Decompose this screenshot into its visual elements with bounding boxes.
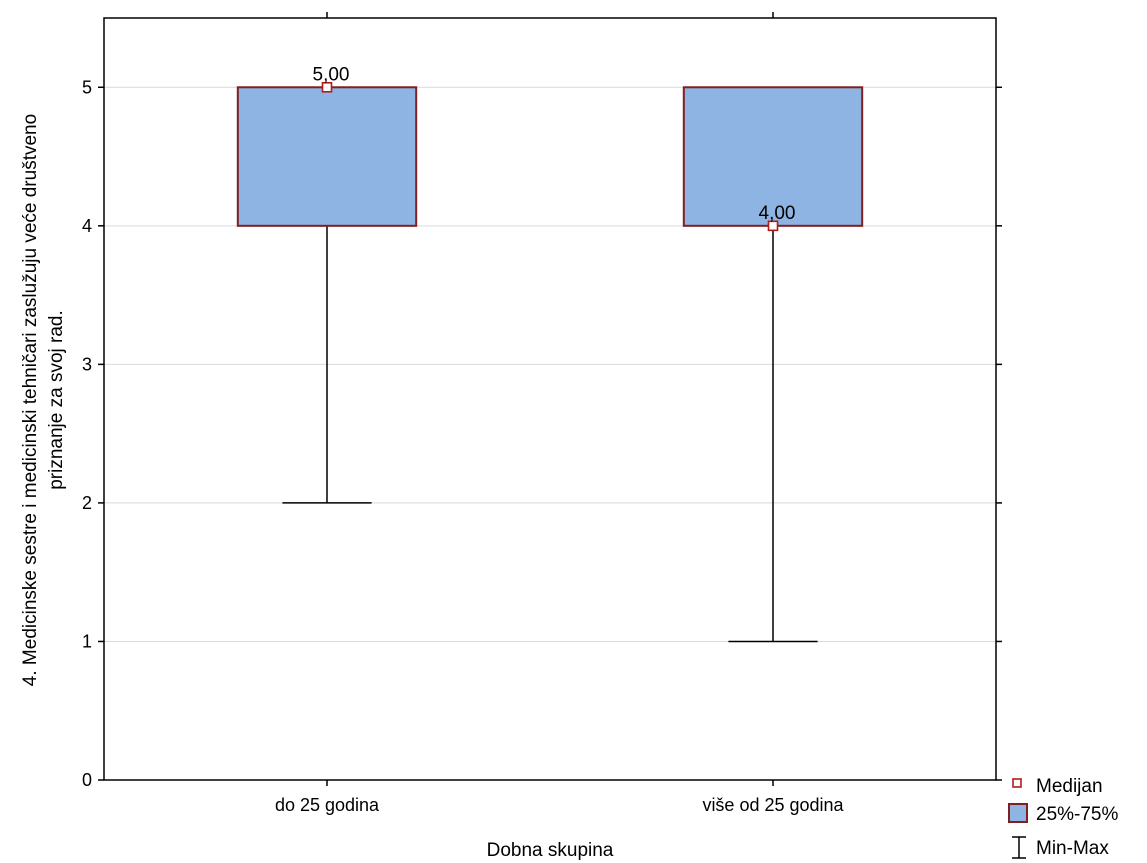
iqr-box	[682, 86, 864, 227]
legend: Medijan 25%-75% Min-Max	[1008, 776, 1118, 859]
y-tick-label: 0	[82, 770, 92, 790]
y-axis-title: 4. Medicinske sestre i medicinski tehnič…	[20, 114, 67, 686]
y-tick-label: 3	[82, 354, 92, 374]
boxes-layer: 5,00 4,00	[236, 64, 864, 643]
legend-box-label: 25%-75%	[1036, 804, 1118, 825]
median-label: 5,00	[313, 64, 350, 85]
legend-median-label: Medijan	[1036, 776, 1103, 797]
y-tick-label: 2	[82, 493, 92, 513]
x-axis-title: Dobna skupina	[487, 840, 614, 861]
legend-box-swatch	[1008, 803, 1028, 823]
x-axis: do 25 godina više od 25 godina	[275, 12, 845, 815]
y-tick-label: 5	[82, 77, 92, 97]
median-marker	[321, 81, 333, 93]
x-tick-label: više od 25 godina	[702, 795, 844, 815]
legend-median-marker	[1012, 778, 1022, 788]
median-marker	[767, 220, 779, 232]
median-label: 4,00	[759, 203, 796, 224]
y-axis-title-line-1: 4. Medicinske sestre i medicinski tehnič…	[20, 114, 41, 686]
y-axis-title-line-2: priznanje za svoj rad.	[46, 310, 67, 490]
iqr-box	[236, 86, 418, 227]
plot-frame	[103, 17, 997, 781]
legend-whisker-label: Min-Max	[1036, 838, 1109, 859]
y-axis: 0 1 2 3 4 5	[82, 77, 1002, 790]
y-tick-label: 1	[82, 631, 92, 651]
y-tick-label: 4	[82, 216, 92, 236]
legend-whisker-icon	[1012, 836, 1026, 859]
x-tick-label: do 25 godina	[275, 795, 380, 815]
